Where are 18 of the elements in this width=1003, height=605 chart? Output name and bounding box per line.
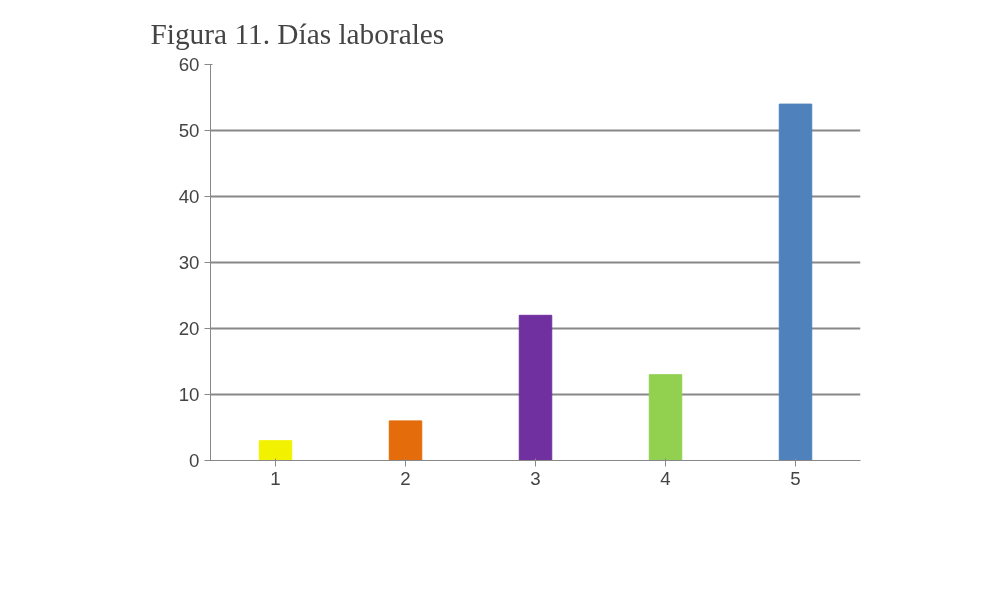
y-tick-label: 30 xyxy=(178,252,200,273)
bar xyxy=(648,374,683,461)
y-tick-label: 60 xyxy=(178,54,200,75)
x-tick-label: 3 xyxy=(530,467,541,489)
y-tick-label: 50 xyxy=(178,120,200,141)
bar xyxy=(518,314,553,461)
y-tick-label: 10 xyxy=(178,384,200,405)
bar xyxy=(388,420,423,461)
x-tick-label: 1 xyxy=(270,467,281,489)
x-tick-label: 2 xyxy=(400,467,411,489)
bar xyxy=(258,440,293,461)
x-tick-label: 5 xyxy=(790,467,801,489)
x-tick-label: 4 xyxy=(660,467,671,489)
chart-title: Figura 11. Días laborales xyxy=(150,17,445,50)
bar xyxy=(778,103,813,461)
y-tick-label: 0 xyxy=(189,450,200,471)
y-tick-label: 40 xyxy=(178,186,200,207)
y-tick-label: 20 xyxy=(178,318,200,339)
